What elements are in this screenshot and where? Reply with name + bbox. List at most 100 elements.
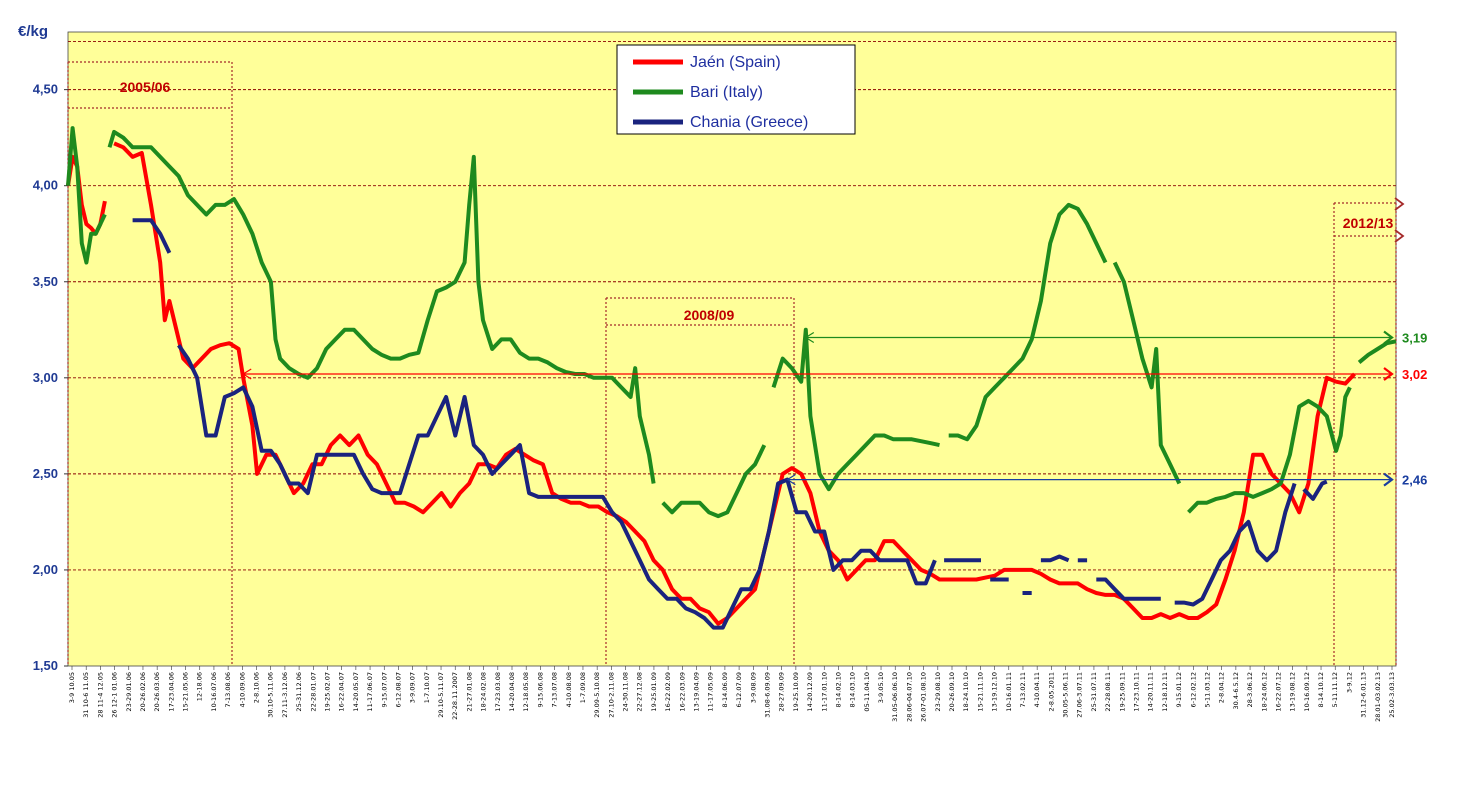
x-tick-label: 28.06-04.07.10 bbox=[905, 672, 913, 722]
x-tick-label: 9-15.06.08 bbox=[536, 672, 544, 707]
x-tick-label: 4-10.08.08 bbox=[565, 672, 573, 707]
x-tick-label: 6-12.07.09 bbox=[735, 672, 743, 707]
x-tick-label: 15-21.11.10 bbox=[976, 672, 984, 712]
reference-arrows: 3,19 3,02 2,46 bbox=[242, 330, 1427, 488]
x-tick-label: 5-11.03.12 bbox=[1203, 672, 1211, 707]
x-tick-label: 1-7.10.07 bbox=[423, 672, 431, 703]
chevron-marker bbox=[1394, 197, 1405, 211]
x-tick-label: 26 12-1 01.06 bbox=[111, 672, 119, 718]
y-tick-label: 2,50 bbox=[33, 466, 58, 481]
x-tick-label: 17-23.03.08 bbox=[494, 672, 502, 712]
x-tick-label: 4-10.04.11 bbox=[1033, 672, 1041, 707]
series-line-bari bbox=[948, 202, 1108, 442]
x-tick-label: 13-19.04.09 bbox=[693, 672, 701, 712]
x-tick-label: 18-24.10.10 bbox=[962, 672, 970, 712]
x-tick-label: 25-31.07.11 bbox=[1090, 672, 1098, 712]
x-tick-label: 10-16.09.12 bbox=[1303, 672, 1311, 712]
x-tick-label: 7-13.07.08 bbox=[551, 672, 559, 707]
x-tick-label: 2-8.04.12 bbox=[1218, 672, 1226, 703]
x-tick-label: 22-28.01.07 bbox=[309, 672, 317, 712]
x-tick-label: 22-27.12.08 bbox=[636, 672, 644, 712]
x-tick-label: 12-18.12.11 bbox=[1161, 672, 1169, 712]
x-tick-label: 27.06-3.07.11 bbox=[1076, 672, 1084, 718]
x-tick-label: 25.02-3.03.13 bbox=[1388, 672, 1396, 718]
x-tick-label: 23-29.08.10 bbox=[934, 672, 942, 712]
x-tick-label: 18-24.06.12 bbox=[1260, 672, 1268, 712]
x-tick-label: 20-26.09.10 bbox=[948, 672, 956, 712]
x-tick-label: 3-9.08.09 bbox=[749, 672, 757, 703]
x-tick-label: 19-25.01.09 bbox=[650, 672, 658, 712]
series-line-chania bbox=[132, 218, 172, 254]
x-tick-label: 17-23.04.06 bbox=[167, 672, 175, 712]
x-tick-label: 12-18.05.08 bbox=[522, 672, 530, 712]
x-tick-label: 18-24.02.08 bbox=[480, 672, 488, 712]
season-label: 2008/09 bbox=[684, 307, 735, 323]
series-line-bari bbox=[1112, 261, 1182, 485]
x-tick-label: 05-11.04.10 bbox=[863, 672, 871, 712]
series-line-chania bbox=[177, 344, 937, 630]
x-tick-label: 28.01-03.02.13 bbox=[1374, 672, 1382, 722]
x-tick-label: 28-27.09.09 bbox=[778, 672, 786, 712]
y-tick-label: 4,50 bbox=[33, 82, 58, 97]
x-tick-label: 15-21.05.06 bbox=[182, 672, 190, 712]
y-tick-label: 2,00 bbox=[33, 562, 58, 577]
season-label: 2012/13 bbox=[1343, 215, 1394, 231]
x-tick-label: 13-19.12.10 bbox=[991, 672, 999, 712]
x-tick-label: 11-17.05.09 bbox=[707, 672, 715, 712]
series-line-bari bbox=[1357, 339, 1397, 364]
x-tick-label: 5-11.11.12 bbox=[1331, 672, 1339, 707]
x-tick-label: 31.05-06.06.10 bbox=[891, 672, 899, 722]
x-tick-label: 1-7.09.08 bbox=[579, 672, 587, 703]
series-line-bari bbox=[66, 126, 107, 265]
x-tick-label: 19-25.09.11 bbox=[1118, 672, 1126, 712]
y-axis-ticks: 1,50 2,00 2,50 3,00 3,50 4,00 4,50 bbox=[33, 82, 68, 673]
x-tick-label: 3-9.05.10 bbox=[877, 672, 885, 703]
y-tick-label: 3,50 bbox=[33, 274, 58, 289]
x-tick-label: 31.08-6.09.09 bbox=[763, 672, 771, 718]
x-tick-label: 4-10.09.06 bbox=[238, 672, 246, 707]
x-axis-ticks: 3-9 10.05 31 10-6 11.05 28 11-4 12.05 26 12… bbox=[68, 666, 1396, 722]
x-tick-label: 8-14.10.12 bbox=[1317, 672, 1325, 707]
x-tick-label: 7-13.08.06 bbox=[224, 672, 232, 707]
reference-arrowhead-left bbox=[786, 474, 796, 486]
x-tick-label: 29.10-5.11.07 bbox=[437, 672, 445, 718]
series-line-bari bbox=[1187, 386, 1352, 514]
x-tick-label: 16-22.07.12 bbox=[1274, 672, 1282, 712]
reference-arrowhead-left bbox=[804, 331, 815, 343]
series-line-chania bbox=[1174, 482, 1297, 607]
reference-arrowhead-right bbox=[1383, 367, 1394, 381]
series-line-bari bbox=[771, 327, 940, 492]
series-line-bari bbox=[107, 129, 656, 484]
x-tick-label: 6-12.08.07 bbox=[394, 672, 402, 707]
x-tick-label: 14-20.04.08 bbox=[508, 672, 516, 712]
x-tick-label: 2-8.10.06 bbox=[253, 672, 261, 703]
x-tick-label: 31 10-6 11.05 bbox=[82, 672, 90, 718]
x-tick-label: 29.09-5.10.08 bbox=[593, 672, 601, 718]
x-tick-label: 16-22.03.09 bbox=[678, 672, 686, 712]
plot-area-background bbox=[67, 31, 1397, 667]
x-tick-label: 16-22.04.07 bbox=[338, 672, 346, 712]
x-tick-label: 3-9.09.07 bbox=[409, 672, 417, 703]
x-tick-label: 20-26.02.06 bbox=[139, 672, 147, 712]
x-tick-label: 3-9.12 bbox=[1345, 672, 1353, 693]
x-tick-label: 30.10-5.11.06 bbox=[267, 672, 275, 718]
x-tick-label: 9-15.07.07 bbox=[380, 672, 388, 707]
y-tick-label: 4,00 bbox=[33, 178, 58, 193]
x-tick-label: 3-9 10.05 bbox=[68, 672, 76, 703]
x-tick-label: 11-17.06.07 bbox=[366, 672, 374, 712]
x-tick-label: 22-28.11.2007 bbox=[451, 672, 459, 720]
reference-arrowhead-right bbox=[1383, 472, 1394, 487]
x-tick-label: 22-28.08.11 bbox=[1104, 672, 1112, 712]
series-line-chania bbox=[1302, 479, 1328, 501]
x-tick-label: 19-25.10.09 bbox=[792, 672, 800, 712]
series-lines bbox=[66, 126, 1397, 630]
x-tick-label: 30.05-5.06.11 bbox=[1062, 672, 1070, 718]
x-tick-label: 10-16.01.11 bbox=[1005, 672, 1013, 712]
x-tick-label: 25-31.12.06 bbox=[295, 672, 303, 712]
x-tick-label: 24-30.11.08 bbox=[622, 672, 630, 712]
x-tick-label: 26.07-01.08.10 bbox=[920, 672, 928, 722]
x-tick-label: 8-14.06.09 bbox=[721, 672, 729, 707]
legend: Jaén (Spain) Bari (Italy) Chania (Greece) bbox=[616, 44, 856, 135]
reference-arrowhead-left bbox=[242, 368, 252, 380]
end-value-label: 3,19 bbox=[1402, 330, 1427, 345]
